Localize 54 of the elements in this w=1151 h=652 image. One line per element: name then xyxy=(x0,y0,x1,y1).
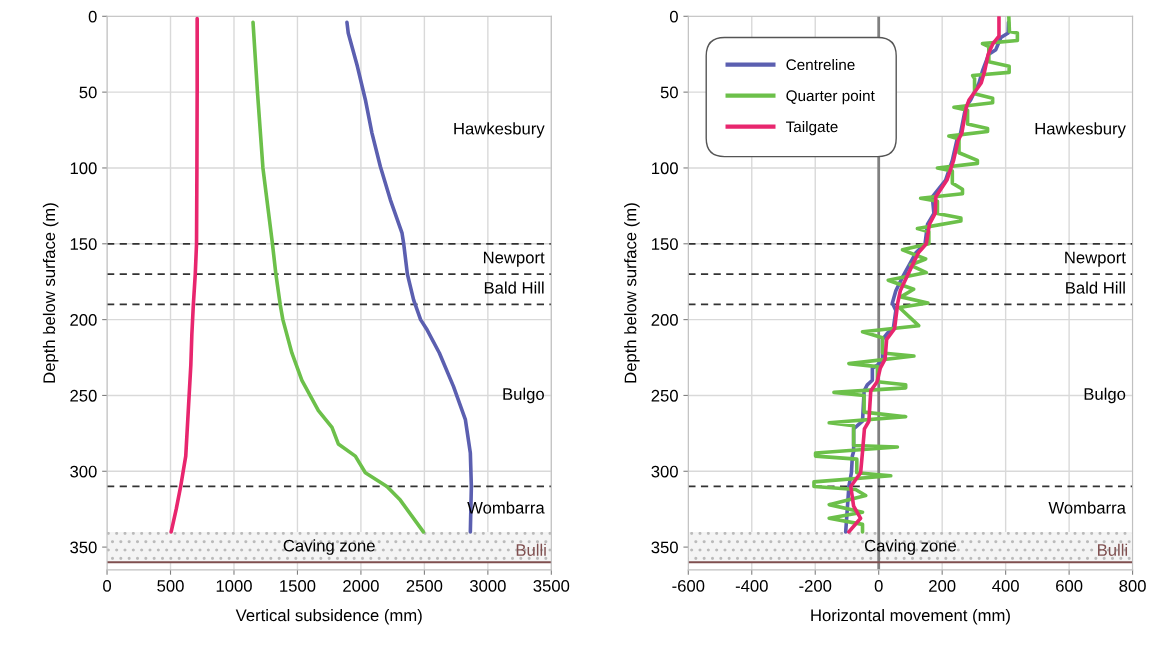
annotation: Hawkesbury xyxy=(1035,122,1126,138)
annotation: Bulgo xyxy=(1084,387,1126,404)
x-tick-label: 2000 xyxy=(343,580,379,592)
y-tick-label: 0 xyxy=(88,10,97,23)
x-tick-label: 1000 xyxy=(216,580,252,592)
annotation: Bulgo xyxy=(503,387,544,404)
line-series xyxy=(251,20,426,534)
y-tick-label: 0 xyxy=(669,10,678,23)
band-label: Caving zone xyxy=(283,539,375,555)
y-tick-label: 250 xyxy=(651,389,678,402)
line-series xyxy=(169,16,199,534)
x-tick-label: 400 xyxy=(992,580,1019,592)
legend-label: Quarter point xyxy=(786,89,875,105)
y-tick-label: 300 xyxy=(651,465,678,478)
x-tick-label: 0 xyxy=(103,580,112,592)
annotation: Hawkesbury xyxy=(454,122,545,138)
annotation: Newport xyxy=(1065,251,1126,267)
y-tick-label: 250 xyxy=(70,389,97,402)
x-axis-title: Horizontal movement (mm) xyxy=(811,609,1010,625)
legend-label: Tailgate xyxy=(786,120,838,136)
x-tick-label: -200 xyxy=(799,580,832,592)
x-tick-label: -400 xyxy=(735,580,768,592)
y-tick-label: 100 xyxy=(70,162,97,175)
y-tick-label: 300 xyxy=(70,465,97,478)
y-tick-label: 150 xyxy=(652,238,678,250)
y-tick-label: 200 xyxy=(651,314,678,326)
legend-label: Centreline xyxy=(786,58,855,71)
annotation: Wombarra xyxy=(1048,501,1126,514)
annotation: Bald Hill xyxy=(484,281,544,294)
ref-line-label: Bulli xyxy=(516,543,546,556)
x-tick-label: 500 xyxy=(157,580,184,592)
x-tick-label: 2500 xyxy=(406,580,443,592)
x-tick-label: 800 xyxy=(1119,580,1146,592)
x-tick-label: 600 xyxy=(1056,580,1083,592)
y-tick-label: 50 xyxy=(660,86,678,99)
y-axis-title: Depth below surface (m) xyxy=(624,203,640,383)
x-tick-label: 200 xyxy=(929,580,956,592)
x-tick-label: 3500 xyxy=(533,580,570,592)
x-tick-label: 0 xyxy=(874,580,883,592)
y-tick-label: 350 xyxy=(651,541,678,554)
y-axis-title: Depth below surface (m) xyxy=(42,203,59,383)
x-tick-label: 1500 xyxy=(280,580,316,592)
y-tick-label: 50 xyxy=(79,86,97,99)
x-tick-label: 3000 xyxy=(469,580,506,592)
y-tick-label: 350 xyxy=(70,541,97,554)
y-tick-label: 200 xyxy=(70,314,97,326)
annotation: Bald Hill xyxy=(1066,281,1125,294)
x-tick-label: -600 xyxy=(672,580,705,592)
ref-line-label: Bulli xyxy=(1098,543,1128,556)
x-axis-title: Vertical subsidence (mm) xyxy=(235,609,422,625)
band-label: Caving zone xyxy=(864,539,957,555)
y-tick-label: 100 xyxy=(652,162,678,175)
annotation: Newport xyxy=(483,251,545,267)
y-tick-label: 150 xyxy=(70,238,97,250)
